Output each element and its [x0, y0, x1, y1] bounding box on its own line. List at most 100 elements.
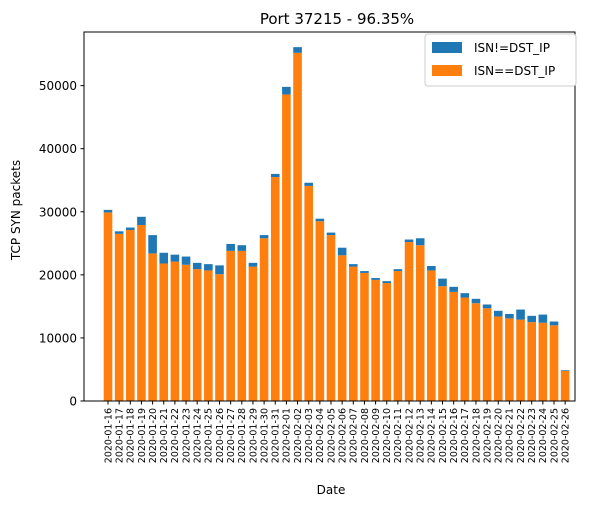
x-tick-label: 2020-01-23	[181, 408, 192, 463]
bars	[103, 47, 570, 402]
y-axis-ticks: 0 10000 20000 30000 40000 50000	[39, 79, 84, 409]
bar-isn-eq-2020-01-25	[204, 270, 213, 401]
x-tick-label: 2020-02-12	[404, 408, 415, 463]
bar-isn-neq-2020-02-16	[449, 286, 458, 292]
bar-isn-neq-2020-02-15	[438, 278, 447, 287]
x-tick-label: 2020-02-07	[349, 408, 360, 463]
x-tick-label: 2020-02-23	[527, 408, 538, 463]
x-tick-label: 2020-02-14	[427, 408, 438, 463]
plot-area: 2020-01-16 2020-01-17 2020-01-18 2020-01-19…	[39, 31, 576, 463]
bar-isn-eq-2020-02-06	[337, 255, 347, 401]
bar-isn-neq-2020-02-20	[493, 310, 503, 317]
bar-isn-eq-2020-02-18	[471, 303, 481, 401]
bar-isn-neq-2020-02-24	[538, 314, 548, 323]
bar-isn-eq-2020-01-17	[114, 233, 124, 401]
bar-isn-eq-2020-02-08	[360, 272, 369, 401]
x-tick-label: 2020-01-30	[259, 408, 270, 463]
bar-isn-neq-2020-01-29	[248, 262, 258, 267]
bar-isn-eq-2020-01-30	[259, 238, 269, 401]
x-tick-label: 2020-02-20	[494, 408, 505, 463]
bar-isn-eq-2020-02-09	[371, 279, 380, 401]
bar-isn-eq-2020-02-05	[326, 235, 336, 401]
x-tick-label: 2020-01-20	[148, 408, 159, 463]
x-tick-label: 2020-02-22	[516, 408, 527, 463]
x-axis-ticks: 2020-01-16 2020-01-17 2020-01-18 2020-01-19…	[103, 401, 571, 463]
y-tick-label: 40000	[39, 142, 77, 156]
x-tick-label: 2020-01-21	[159, 408, 170, 463]
bar-isn-eq-2020-02-24	[538, 322, 548, 401]
bar-isn-neq-2020-02-12	[404, 239, 414, 243]
x-tick-label: 2020-02-09	[371, 408, 382, 463]
x-tick-label: 2020-02-01	[282, 408, 293, 463]
bar-isn-eq-2020-02-20	[493, 316, 503, 401]
bar-isn-eq-2020-02-03	[304, 185, 313, 401]
bar-isn-neq-2020-02-19	[482, 304, 492, 309]
bar-isn-neq-2020-02-21	[505, 313, 514, 319]
bar-isn-neq-2020-02-02	[293, 47, 302, 53]
bar-isn-eq-2020-01-29	[248, 266, 258, 401]
bar-isn-eq-2020-01-20	[148, 253, 157, 401]
x-tick-label: 2020-02-13	[416, 408, 427, 463]
bar-isn-neq-2020-02-26	[560, 370, 570, 371]
x-tick-label: 2020-01-26	[215, 408, 226, 463]
bar-isn-eq-2020-02-12	[404, 242, 414, 401]
bar-isn-neq-2020-02-06	[337, 247, 347, 256]
x-tick-label: 2020-02-03	[304, 408, 315, 463]
bar-isn-neq-2020-02-13	[415, 238, 425, 246]
legend-label-isn-neq: ISN!=DST_IP	[474, 41, 550, 55]
bar-isn-eq-2020-02-14	[427, 270, 436, 401]
y-axis-label: TCP SYN packets	[9, 160, 23, 261]
x-tick-label: 2020-01-31	[271, 408, 282, 463]
x-tick-label: 2020-02-15	[438, 408, 449, 463]
x-tick-label: 2020-01-22	[170, 408, 181, 463]
x-tick-label: 2020-02-25	[549, 408, 560, 463]
bar-isn-neq-2020-02-22	[516, 309, 525, 320]
bar-isn-eq-2020-01-21	[159, 263, 169, 401]
bar-isn-neq-2020-01-16	[103, 209, 113, 213]
x-tick-label: 2020-02-17	[460, 408, 471, 463]
legend-box	[424, 33, 577, 87]
x-tick-label: 2020-02-04	[315, 408, 326, 463]
bar-isn-eq-2020-02-19	[482, 308, 492, 401]
bar-isn-eq-2020-01-22	[170, 261, 180, 401]
x-tick-label: 2020-02-21	[505, 408, 516, 463]
bar-isn-eq-2020-02-13	[415, 245, 425, 401]
bar-isn-eq-2020-02-21	[505, 318, 514, 401]
x-tick-label: 2020-01-18	[126, 408, 137, 463]
bar-isn-neq-2020-02-14	[427, 266, 436, 271]
legend-swatch-isn-eq	[432, 65, 462, 76]
x-tick-label: 2020-01-19	[137, 408, 148, 463]
bar-isn-neq-2020-01-22	[170, 254, 180, 262]
bar-isn-neq-2020-02-01	[282, 86, 291, 95]
bar-isn-neq-2020-01-31	[270, 173, 280, 178]
y-tick-label: 20000	[39, 268, 77, 282]
bar-isn-eq-2020-02-16	[449, 291, 458, 401]
bar-isn-neq-2020-01-28	[237, 245, 247, 251]
bar-isn-eq-2020-01-26	[215, 274, 224, 401]
bar-isn-neq-2020-02-09	[371, 278, 380, 280]
bar-isn-neq-2020-01-18	[126, 227, 135, 231]
x-tick-label: 2020-02-08	[360, 408, 371, 463]
y-tick-label: 10000	[39, 331, 77, 345]
bar-isn-neq-2020-01-25	[204, 264, 213, 271]
bar-isn-eq-2020-02-22	[516, 319, 525, 401]
x-tick-label: 2020-02-19	[482, 408, 493, 463]
bar-isn-eq-2020-01-28	[237, 250, 247, 401]
bar-isn-eq-2020-01-16	[103, 212, 113, 401]
bar-isn-neq-2020-01-17	[114, 231, 124, 234]
bar-isn-neq-2020-02-10	[382, 281, 392, 284]
bar-isn-eq-2020-02-23	[527, 322, 536, 401]
bar-isn-neq-2020-02-25	[549, 321, 559, 326]
chart-title: Port 37215 - 96.35%	[260, 10, 414, 28]
x-tick-label: 2020-02-11	[393, 408, 404, 463]
bar-isn-neq-2020-02-05	[326, 232, 336, 236]
bar-isn-neq-2020-01-24	[192, 262, 202, 270]
bar-isn-neq-2020-01-19	[137, 216, 146, 226]
legend-label-isn-eq: ISN==DST_IP	[474, 64, 555, 78]
x-tick-label: 2020-01-16	[103, 408, 114, 463]
bar-isn-eq-2020-01-24	[192, 269, 202, 401]
x-tick-label: 2020-02-24	[538, 408, 549, 463]
bar-isn-neq-2020-01-30	[259, 235, 269, 239]
bar-isn-eq-2020-01-19	[137, 225, 146, 401]
x-tick-label: 2020-02-18	[471, 408, 482, 463]
